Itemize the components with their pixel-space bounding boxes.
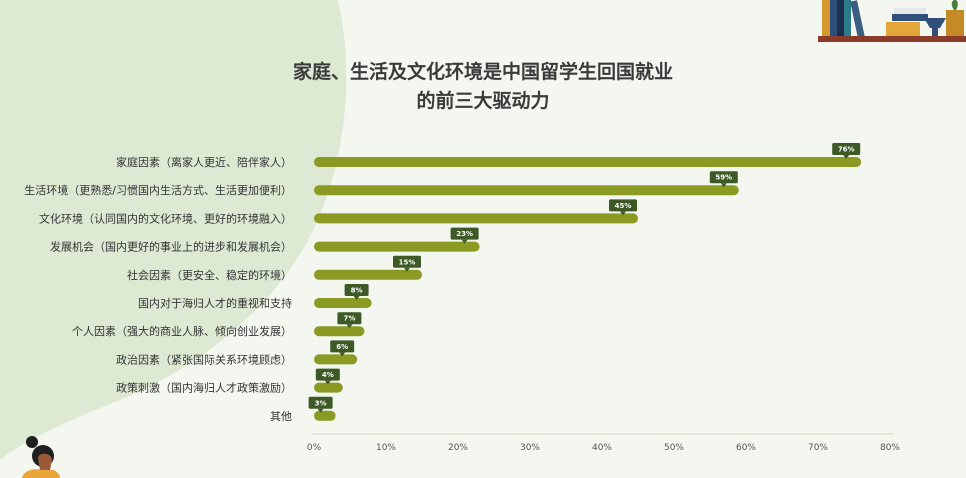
value-badge-pointer <box>843 155 850 159</box>
value-badge <box>450 227 479 240</box>
value-label: 15% <box>399 258 416 266</box>
book-icon <box>844 0 851 38</box>
value-badge <box>337 312 362 325</box>
value-badge-pointer <box>720 183 727 188</box>
bar <box>314 213 638 224</box>
value-badge <box>609 199 637 212</box>
bar <box>314 298 372 308</box>
x-tick-label: 50% <box>664 443 684 453</box>
plant-leaf-icon <box>951 0 958 10</box>
chart-title-line-1: 家庭、生活及文化环境是中国留学生回国就业 <box>292 61 673 83</box>
bookshelf-illustration <box>818 0 966 42</box>
shelf-board <box>818 36 966 42</box>
value-badge-pointer <box>324 380 331 385</box>
chart-title: 家庭、生活及文化环境是中国留学生回国就业 的前三大驱动力 <box>0 58 966 116</box>
value-label: 6% <box>336 343 348 351</box>
value-badge-pointer <box>346 324 353 329</box>
value-badge-pointer <box>404 267 410 272</box>
x-tick-label: 80% <box>880 443 900 453</box>
x-tick-label: 70% <box>808 443 828 453</box>
x-tick-label: 40% <box>592 443 612 453</box>
book-icon <box>850 0 865 39</box>
value-badge <box>832 143 861 155</box>
x-tick-label: 30% <box>520 443 540 453</box>
value-badge-pointer <box>317 408 324 413</box>
category-label: 家庭因素（离家人更近、陪伴家人） <box>116 155 292 169</box>
x-tick-label: 20% <box>448 443 468 453</box>
bar <box>314 157 862 167</box>
book-icon <box>837 0 844 38</box>
bar <box>314 410 336 421</box>
category-label: 社会因素（更安全、稳定的环境） <box>127 268 292 282</box>
hair-bun-icon <box>26 436 38 448</box>
value-badge <box>393 255 421 268</box>
category-label: 政策刺激（国内海归人才政策激励） <box>116 381 292 395</box>
category-label: 生活环境（更熟悉/习惯国内生活方式、生活更加便利） <box>24 183 292 197</box>
bar <box>314 185 739 196</box>
chart-title-line-2: 的前三大驱动力 <box>416 90 550 112</box>
value-badge-pointer <box>353 296 360 300</box>
bowl-stand-icon <box>932 28 938 36</box>
book-icon <box>830 0 837 38</box>
bar <box>314 241 480 252</box>
value-label: 4% <box>322 371 334 379</box>
bar <box>314 326 365 337</box>
value-badge <box>308 396 333 409</box>
book-icon <box>822 0 830 38</box>
bar <box>314 382 343 393</box>
value-badge-pointer <box>461 239 468 244</box>
value-badge <box>315 368 340 381</box>
category-label: 国内对于海归人才的重视和支持 <box>138 296 292 310</box>
value-badge <box>330 340 355 353</box>
value-label: 59% <box>715 174 732 182</box>
bar <box>314 354 358 365</box>
value-label: 45% <box>615 202 632 210</box>
value-label: 3% <box>315 399 327 407</box>
background-blob-shape <box>0 0 347 460</box>
person-avatar-icon <box>22 436 60 478</box>
box-icon <box>886 22 920 36</box>
bowl-icon <box>924 18 946 28</box>
value-badge <box>709 171 738 184</box>
category-label: 发展机会（国内更好的事业上的进步和发展机会） <box>50 240 292 254</box>
shirt-icon <box>22 469 60 478</box>
x-tick-label: 60% <box>736 443 756 453</box>
face-icon <box>38 453 52 470</box>
value-badge-pointer <box>620 211 626 216</box>
x-tick-label: 10% <box>376 443 396 453</box>
book-stack-icon <box>892 14 928 21</box>
value-label: 76% <box>838 146 855 154</box>
value-label: 8% <box>351 287 363 295</box>
value-badge <box>344 284 369 296</box>
value-label: 7% <box>343 315 355 323</box>
book-stack-icon <box>894 8 926 14</box>
category-label: 个人因素（强大的商业人脉、倾向创业发展） <box>72 324 292 338</box>
value-label: 23% <box>456 230 473 238</box>
plant-pot-icon <box>946 10 964 36</box>
category-label: 政治因素（紧张国际关系环境顾虑） <box>116 352 292 366</box>
category-label: 其他 <box>270 410 292 423</box>
bar <box>314 269 422 280</box>
background-blob <box>0 0 347 460</box>
value-badge-pointer <box>339 352 346 357</box>
x-tick-label: 0% <box>307 443 322 453</box>
category-label: 文化环境（认同国内的文化环境、更好的环境融入） <box>39 211 292 225</box>
